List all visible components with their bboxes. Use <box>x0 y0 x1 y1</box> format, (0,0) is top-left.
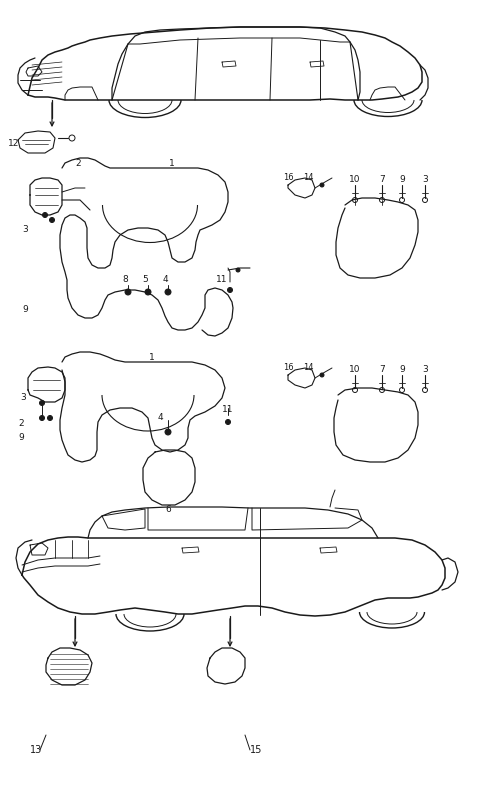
Circle shape <box>48 415 52 421</box>
Text: 6: 6 <box>165 506 171 515</box>
Circle shape <box>165 429 171 435</box>
Text: 11: 11 <box>216 276 228 284</box>
Text: 13: 13 <box>30 745 42 755</box>
Circle shape <box>236 268 240 272</box>
Text: 16: 16 <box>283 174 293 183</box>
Circle shape <box>125 289 131 295</box>
Circle shape <box>145 289 151 295</box>
Text: 10: 10 <box>349 175 361 184</box>
Text: 7: 7 <box>379 175 385 184</box>
Circle shape <box>49 218 55 222</box>
Text: 3: 3 <box>422 365 428 375</box>
Text: 10: 10 <box>349 365 361 375</box>
Text: 3: 3 <box>422 175 428 184</box>
Circle shape <box>39 400 45 406</box>
Text: 9: 9 <box>22 306 28 314</box>
Text: 3: 3 <box>20 394 26 403</box>
Text: 9: 9 <box>399 175 405 184</box>
Circle shape <box>39 415 45 421</box>
Text: 1: 1 <box>169 159 175 168</box>
Text: 2: 2 <box>18 418 24 427</box>
Circle shape <box>228 287 232 292</box>
Circle shape <box>320 183 324 187</box>
Circle shape <box>226 419 230 425</box>
Text: 5: 5 <box>142 276 148 284</box>
Text: 4: 4 <box>162 276 168 284</box>
Text: 14: 14 <box>303 364 313 372</box>
Circle shape <box>165 289 171 295</box>
Text: 4: 4 <box>158 414 164 422</box>
Text: 12: 12 <box>8 138 19 148</box>
Text: 7: 7 <box>379 365 385 375</box>
Circle shape <box>43 213 48 218</box>
Text: 3: 3 <box>22 225 28 234</box>
Circle shape <box>320 373 324 377</box>
Text: 8: 8 <box>122 276 128 284</box>
Text: 9: 9 <box>399 365 405 375</box>
Text: 16: 16 <box>283 364 293 372</box>
Text: 11: 11 <box>222 406 233 414</box>
Text: 14: 14 <box>303 174 313 183</box>
Text: 2: 2 <box>75 159 81 168</box>
Text: 15: 15 <box>250 745 263 755</box>
Text: 9: 9 <box>18 434 24 442</box>
Text: 1: 1 <box>149 353 155 363</box>
